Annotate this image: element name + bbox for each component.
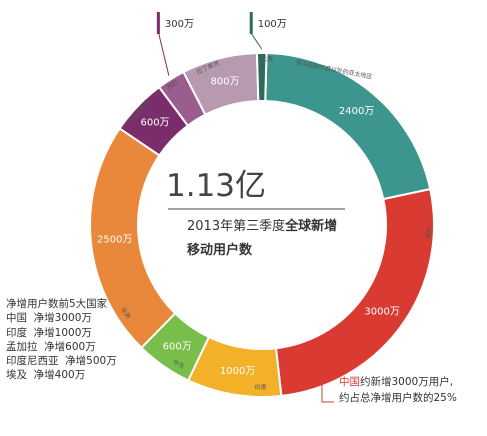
slice-value-label: 600万 bbox=[140, 118, 169, 129]
center-title-line2: 移动用户数 bbox=[187, 242, 253, 258]
top-country-row: 孟加拉 净增600万 bbox=[6, 340, 96, 353]
callout-labels: 300万 100万 bbox=[156, 12, 287, 76]
slice-value-label: 800万 bbox=[211, 77, 240, 88]
top-country-row: 印度 净增1000万 bbox=[6, 326, 92, 339]
slice-value-label: 2500万 bbox=[97, 235, 132, 246]
callout-leader bbox=[158, 33, 170, 76]
top-countries-list: 净增用户数前5大国家 中国 净增3000万 印度 净增1000万 孟加拉 净增6… bbox=[6, 297, 117, 383]
top-country-row: 埃及 净增400万 bbox=[6, 369, 86, 382]
china-note-highlight: 中国 bbox=[339, 376, 360, 388]
donut-slices bbox=[89, 52, 435, 398]
slice-value-label: 3000万 bbox=[364, 306, 399, 317]
total-number: 1.13亿 bbox=[166, 168, 266, 204]
slice-value-labels: 2400万 3000万 1000万 600万 2500万 600万 800万 bbox=[97, 77, 400, 377]
callout-marker bbox=[249, 12, 253, 34]
slice-name-label: 中国 bbox=[424, 226, 432, 238]
callout-leader bbox=[251, 33, 263, 50]
top-countries-heading: 净增用户数前5大国家 bbox=[6, 298, 108, 310]
slice-value-label: 1000万 bbox=[220, 366, 255, 377]
callout-value: 300万 bbox=[165, 19, 194, 30]
callout-value: 100万 bbox=[258, 19, 287, 30]
donut-slice bbox=[255, 52, 268, 103]
slice-value-label: 600万 bbox=[163, 341, 192, 352]
slice-value-label: 2400万 bbox=[339, 106, 374, 117]
center-title-line1: 2013年第三季度全球新增 bbox=[187, 218, 337, 234]
china-note-line1: 约新增3000万用户, bbox=[360, 376, 454, 388]
top-country-row: 印度尼西亚 净增500万 bbox=[6, 355, 117, 368]
slice-name-label: 北美 bbox=[261, 55, 273, 63]
top-country-row: 中国 净增3000万 bbox=[6, 312, 92, 325]
china-note-leader bbox=[321, 370, 334, 403]
china-note: 中国约新增3000万用户, 约占总净增用户数的25% bbox=[339, 374, 457, 406]
slice-name-label: 印度 bbox=[254, 383, 266, 392]
china-note-line2: 约占总净增用户数的25% bbox=[339, 392, 457, 404]
callout-marker bbox=[156, 12, 160, 34]
